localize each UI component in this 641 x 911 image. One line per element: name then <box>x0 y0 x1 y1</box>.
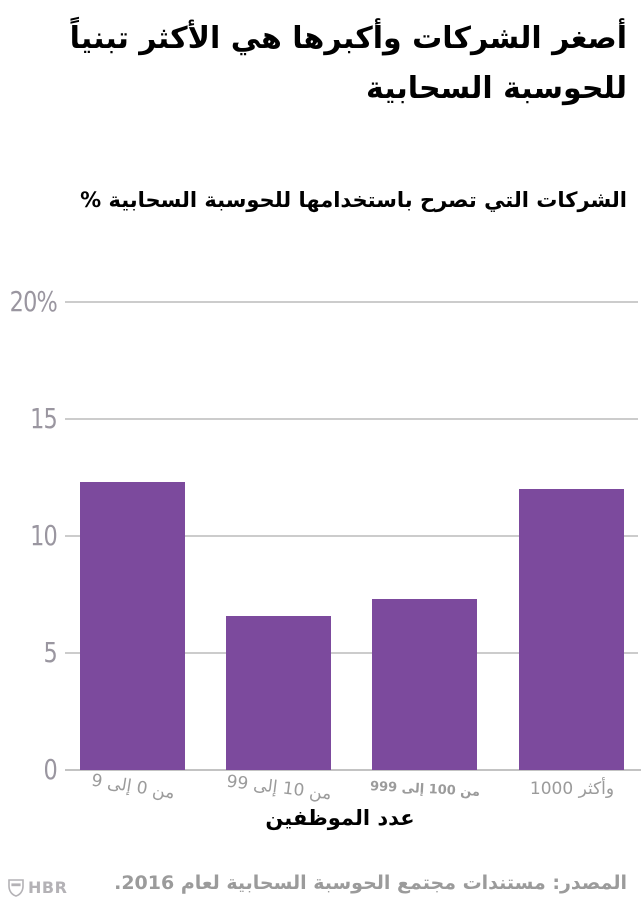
hbr-shield-icon <box>8 878 24 897</box>
gridline <box>65 535 638 537</box>
chart-title-line-1: أصغر الشركات وأكبرها هي الأكثر تبنياً <box>69 21 627 56</box>
gridline <box>65 301 638 303</box>
y-axis-tick-label: 5 <box>43 636 58 669</box>
hbr-logo: HBR <box>8 878 67 897</box>
chart-title-line-2: للحوسبة السحابية <box>366 71 627 106</box>
y-axis-tick-label: 10 <box>30 519 58 552</box>
y-axis-tick-label: 20% <box>9 285 58 318</box>
x-axis-tick-label: من 10 إلى 99 <box>225 771 333 805</box>
bar-2 <box>372 599 477 770</box>
chart-title: أصغر الشركات وأكبرها هي الأكثر تبنياً لل… <box>14 14 627 114</box>
chart-subtitle: % الشركات التي تصرح باستخدامها للحوسبة ا… <box>80 188 627 212</box>
x-axis-tick-label: 1000 وأكثر <box>529 779 615 799</box>
gridline <box>65 652 638 654</box>
y-axis-tick-label: 15 <box>30 402 58 435</box>
hbr-logo-text: HBR <box>28 878 68 897</box>
x-axis-title: عدد الموظفين <box>265 806 415 830</box>
x-axis-line <box>65 769 641 771</box>
bar-3 <box>519 489 624 770</box>
x-axis-tick-label: من 100 إلى 999 <box>369 779 481 800</box>
source-note: المصدر: مستندات مجتمع الحوسبة السحابية ل… <box>114 872 627 894</box>
bar-1 <box>226 615 331 770</box>
x-axis-tick-label: من 0 إلى 9 <box>89 770 177 804</box>
y-axis-tick-label: 0 <box>43 753 58 786</box>
bar-0 <box>80 482 185 770</box>
gridline <box>65 418 638 420</box>
